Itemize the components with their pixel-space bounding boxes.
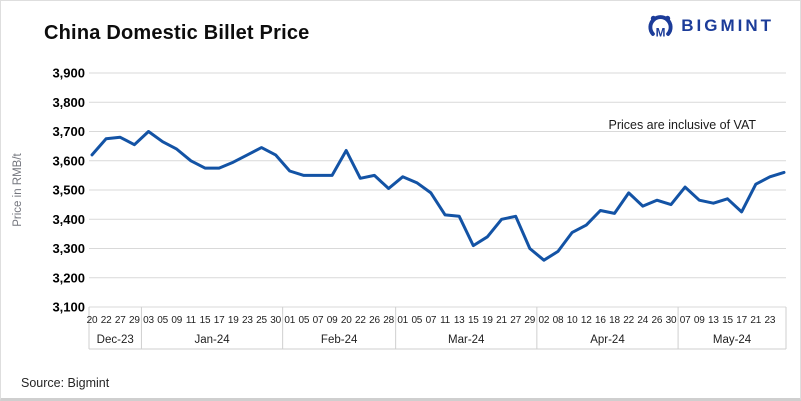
x-axis-month-label: Feb-24 xyxy=(321,334,358,346)
x-axis-day-label: 29 xyxy=(129,315,140,326)
x-axis-day-label: 19 xyxy=(482,315,493,326)
y-axis-tick-label: 3,400 xyxy=(52,212,85,227)
bigmint-logo: M BIGMINT xyxy=(647,12,774,39)
x-axis-day-label: 20 xyxy=(87,315,98,326)
x-axis-day-label: 01 xyxy=(397,315,408,326)
x-axis-day-label: 07 xyxy=(313,315,324,326)
x-axis-day-label: 18 xyxy=(609,315,620,326)
y-axis-tick-label: 3,700 xyxy=(52,124,85,139)
x-axis-day-label: 29 xyxy=(524,315,535,326)
x-axis-day-label: 07 xyxy=(426,315,437,326)
y-axis-title: Price in RMB/t xyxy=(12,152,24,226)
x-axis-day-label: 05 xyxy=(411,315,422,326)
x-axis-day-label: 15 xyxy=(722,315,733,326)
x-axis-day-label: 13 xyxy=(454,315,465,326)
bigmint-logo-text: BIGMINT xyxy=(681,15,774,35)
y-axis-tick-label: 3,500 xyxy=(52,183,85,198)
x-axis-day-label: 27 xyxy=(510,315,521,326)
x-axis-day-label: 20 xyxy=(341,315,352,326)
y-axis-tick-label: 3,100 xyxy=(52,300,85,315)
x-axis-day-label: 22 xyxy=(623,315,634,326)
y-axis-tick-label: 3,600 xyxy=(52,153,85,168)
svg-text:M: M xyxy=(656,25,666,39)
x-axis-month-label: Dec-23 xyxy=(97,334,134,346)
x-axis-day-label: 11 xyxy=(186,315,197,326)
x-axis-day-label: 21 xyxy=(750,315,761,326)
x-axis-day-label: 25 xyxy=(256,315,267,326)
price-line xyxy=(90,130,786,262)
x-axis-day-label: 03 xyxy=(143,315,154,326)
y-axis-tick-label: 3,800 xyxy=(52,95,85,110)
source-note: Source: Bigmint xyxy=(21,376,110,390)
x-axis-day-label: 02 xyxy=(539,315,550,326)
x-axis-day-label: 26 xyxy=(369,315,380,326)
bigmint-logo-icon: M xyxy=(648,15,673,39)
y-axis-tick-label: 3,200 xyxy=(52,270,85,285)
x-axis-month-label: Jan-24 xyxy=(194,334,230,346)
x-axis-day-label: 10 xyxy=(567,315,578,326)
x-axis-day-label: 13 xyxy=(708,315,719,326)
x-axis-day-label: 09 xyxy=(171,315,182,326)
x-axis-day-label: 09 xyxy=(327,315,338,326)
x-axis-day-label: 23 xyxy=(765,315,776,326)
y-axis-tick-label: 3,300 xyxy=(52,241,85,256)
x-axis-day-label: 22 xyxy=(101,315,112,326)
x-axis-day-label: 26 xyxy=(652,315,663,326)
x-axis-day-label: 15 xyxy=(468,315,479,326)
x-axis-day-label: 30 xyxy=(666,315,677,326)
x-axis-day-label: 07 xyxy=(680,315,691,326)
x-axis-day-label: 16 xyxy=(595,315,606,326)
y-axis-tick-label: 3,900 xyxy=(52,66,85,81)
x-axis-day-label: 17 xyxy=(736,315,747,326)
x-axis-day-label: 12 xyxy=(581,315,592,326)
x-axis-day-label: 28 xyxy=(383,315,394,326)
vat-annotation: Prices are inclusive of VAT xyxy=(608,118,756,132)
x-axis-month-label: Apr-24 xyxy=(590,334,625,346)
x-axis-day-label: 21 xyxy=(496,315,507,326)
x-axis-day-label: 23 xyxy=(242,315,253,326)
x-axis-day-label: 05 xyxy=(298,315,309,326)
x-axis-day-label: 15 xyxy=(200,315,211,326)
x-axis-day-label: 09 xyxy=(694,315,705,326)
x-axis-day-label: 05 xyxy=(157,315,168,326)
x-axis-day-label: 30 xyxy=(270,315,281,326)
x-axis-month-label: Mar-24 xyxy=(448,334,485,346)
x-axis-day-label: 22 xyxy=(355,315,366,326)
x-axis-day-label: 27 xyxy=(115,315,126,326)
x-axis-month-label: May-24 xyxy=(713,334,752,346)
x-axis-day-label: 08 xyxy=(553,315,564,326)
x-axis-day-label: 11 xyxy=(440,315,451,326)
x-axis-day-label: 01 xyxy=(284,315,295,326)
x-axis-day-label: 17 xyxy=(214,315,225,326)
x-axis-day-label: 24 xyxy=(637,315,648,326)
x-axis-day-label: 19 xyxy=(228,315,239,326)
page-title: China Domestic Billet Price xyxy=(44,22,310,44)
